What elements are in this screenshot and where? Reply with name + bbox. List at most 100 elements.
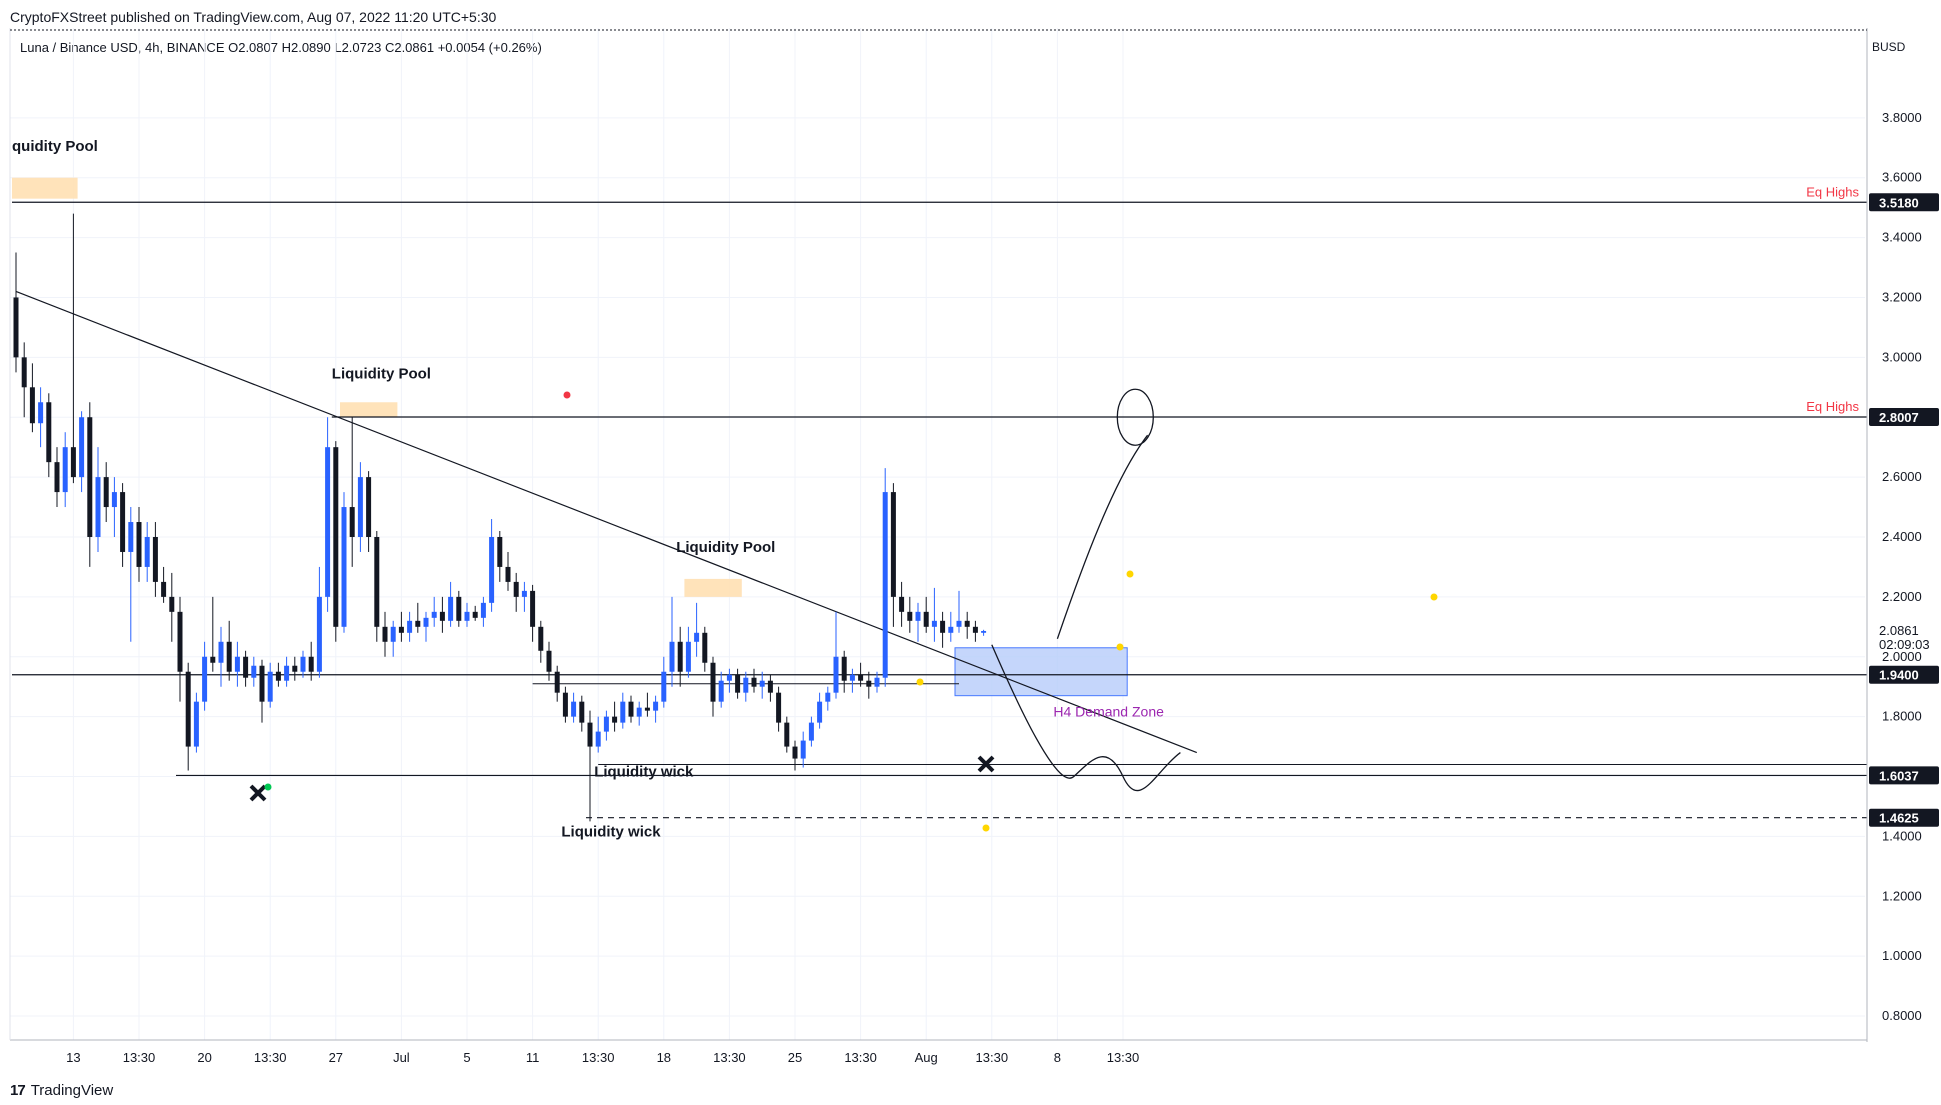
drawings-layer (249, 388, 1438, 832)
candle-body (234, 656, 240, 672)
levels-layer (12, 201, 1867, 819)
candle-body (480, 602, 486, 618)
x-tick-label: 13 (66, 1050, 80, 1065)
candle-body (694, 632, 700, 642)
candle-body (759, 680, 765, 687)
y-tick-label: 2.4000 (1882, 529, 1922, 544)
candle-body (776, 692, 782, 723)
price-label-box (1869, 766, 1939, 785)
candles-layer (13, 213, 987, 822)
candle-body (554, 671, 560, 693)
candle-body (890, 492, 896, 597)
symbol-legend[interactable]: Luna / Binance USD, 4h, BINANCE O2.0807 … (20, 40, 542, 55)
candle-body (702, 632, 708, 663)
candle-body (390, 626, 396, 642)
y-tick-label: 1.0000 (1882, 948, 1922, 963)
y-tick-label: 3.2000 (1882, 289, 1922, 304)
candle-body (218, 641, 224, 663)
candle-body (956, 620, 962, 627)
candle-body (341, 507, 347, 627)
x-tick-label: 18 (657, 1050, 671, 1065)
liquidity-pool-zone (340, 402, 398, 418)
annotation-label: quidity Pool (12, 138, 98, 155)
price-label-box (1869, 193, 1939, 212)
x-tick-label: Aug (915, 1050, 938, 1065)
candle-body (407, 620, 413, 633)
x-tick-label: 25 (788, 1050, 802, 1065)
y-tick-label: 3.4000 (1882, 230, 1922, 245)
trendline (15, 290, 1198, 754)
candle-body (374, 536, 380, 627)
y-tick-label: 1.2000 (1882, 888, 1922, 903)
candle-body (899, 596, 905, 612)
candle-body (718, 680, 724, 702)
candle-body (972, 626, 978, 633)
candle-body (964, 620, 970, 627)
candle-body (243, 656, 249, 678)
x-tick-label: 11 (526, 1050, 540, 1065)
candle-body (841, 656, 847, 681)
candle-body (948, 626, 954, 633)
candle-body (54, 462, 60, 493)
candle-body (366, 477, 372, 537)
candle-body (448, 596, 454, 621)
candle-body (612, 716, 618, 723)
tradingview-logo[interactable]: 17 TradingView (10, 1082, 113, 1099)
candle-body (489, 536, 495, 603)
x-tick-label: 13:30 (254, 1050, 287, 1065)
y-tick-label: 1.8000 (1882, 709, 1922, 724)
candle-body (38, 402, 44, 424)
candle-body (603, 716, 609, 732)
candle-body (940, 620, 946, 633)
candle-body (70, 447, 76, 478)
y-tick-label: 3.6000 (1882, 170, 1922, 185)
candle-body (677, 641, 683, 672)
annotation-label: Liquidity wick (594, 764, 694, 781)
candle-body (636, 707, 642, 717)
red-dot-marker (563, 391, 571, 399)
candle-body (767, 680, 773, 693)
candle-body (103, 477, 109, 508)
candle-body (628, 701, 634, 717)
axes-layer: 3.80003.60003.40003.20003.00002.80002.60… (9, 28, 1939, 1065)
candle-body (726, 674, 732, 681)
price-label-box (1869, 665, 1939, 684)
candle-body (915, 611, 921, 621)
candle-body (751, 677, 757, 687)
candle-body (456, 596, 462, 621)
candle-body (169, 596, 175, 612)
x-tick-label: 27 (329, 1050, 343, 1065)
candle-body (415, 620, 421, 627)
candle-body (505, 566, 511, 582)
candle-body (300, 656, 306, 672)
candle-body (226, 641, 232, 672)
candle-body (546, 650, 552, 672)
candle-body (521, 590, 527, 597)
x-tick-label: 13:30 (1107, 1050, 1140, 1065)
annotation-label: Liquidity Pool (676, 539, 775, 556)
candle-body (202, 656, 208, 702)
yellow-dot-marker (1116, 643, 1124, 651)
candle-body (472, 611, 478, 618)
trendline-layer (15, 290, 1198, 754)
candle-body (267, 671, 273, 702)
candle-body (800, 740, 806, 759)
candle-body (161, 581, 167, 597)
price-label-box (1869, 408, 1939, 427)
y-tick-label: 3.0000 (1882, 349, 1922, 364)
cross-mark-icon (977, 755, 995, 773)
candle-body (308, 656, 314, 672)
eq-highs-label: Eq Highs (1806, 399, 1859, 414)
yellow-dot-marker (916, 678, 924, 686)
candle-body (792, 746, 798, 759)
tradingview-logo-text: TradingView (30, 1082, 114, 1099)
candle-body (316, 596, 322, 672)
candle-body (513, 581, 519, 597)
y-tick-label: 2.2000 (1882, 589, 1922, 604)
current-price-label: 02:09:03 (1879, 637, 1930, 652)
candle-body (743, 677, 749, 693)
annotation-label: Liquidity Pool (332, 365, 431, 382)
y-tick-label: 0.8000 (1882, 1008, 1922, 1023)
liquidity-pool-zone (12, 177, 78, 199)
